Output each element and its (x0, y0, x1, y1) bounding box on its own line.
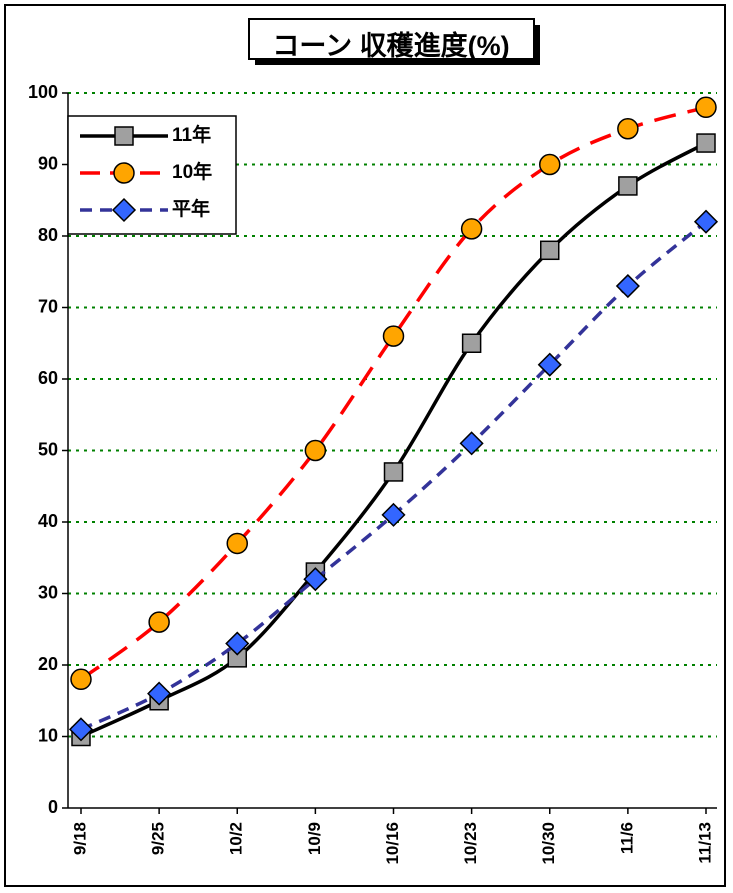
x-tick-label: 10/9 (305, 822, 324, 855)
data-point (540, 240, 560, 261)
y-tick-label: 10 (38, 725, 58, 745)
x-tick-label: 11/6 (617, 822, 636, 854)
x-tick-label: 10/2 (227, 822, 246, 855)
legend-label: 平年 (172, 197, 210, 220)
data-point (226, 532, 248, 555)
x-axis-ticks: 9/18 9/25 10/2 10/9 10/16 10/23 10/30 11/6 11/13 (70, 808, 714, 865)
legend-marker (111, 197, 137, 223)
data-point (615, 273, 640, 299)
y-tick-label: 60 (38, 368, 58, 388)
legend-label: 10年 (172, 160, 212, 183)
x-tick-label: 10/30 (539, 822, 558, 865)
data-point (303, 567, 328, 592)
data-point (537, 352, 562, 377)
series-line (79, 105, 707, 681)
data-point (382, 325, 405, 347)
series-layer (68, 96, 719, 747)
data-point (695, 96, 717, 119)
y-tick-label: 0 (48, 797, 58, 817)
y-tick-label: 80 (38, 225, 58, 245)
data-point (539, 153, 561, 176)
y-axis-ticks: 0 10 20 30 40 50 60 70 80 90 100 (28, 82, 68, 817)
data-point (696, 133, 716, 153)
series-平年 (68, 209, 719, 742)
y-tick-label: 90 (38, 153, 58, 173)
data-point (617, 118, 639, 140)
legend-label: 11年 (172, 123, 211, 146)
chart-title-box: コーン 収穫進度(%) (248, 18, 540, 65)
y-tick-label: 70 (38, 296, 58, 316)
x-tick-label: 10/23 (461, 822, 480, 865)
y-tick-label: 50 (38, 439, 58, 459)
chart-title: コーン 収穫進度(%) (272, 30, 509, 61)
x-tick-label: 10/16 (383, 822, 402, 865)
data-point (147, 681, 172, 706)
data-point (225, 631, 250, 656)
x-tick-label: 9/18 (70, 822, 89, 855)
data-point (148, 611, 170, 633)
data-point (461, 333, 482, 353)
data-point (459, 431, 484, 456)
data-point (70, 668, 92, 691)
data-point (383, 462, 404, 482)
x-tick-label: 11/13 (695, 822, 714, 864)
data-point (68, 717, 94, 742)
data-point (460, 218, 483, 240)
data-point (618, 176, 638, 196)
data-point (304, 439, 327, 462)
y-tick-label: 100 (28, 82, 58, 102)
y-tick-label: 20 (38, 654, 58, 674)
y-tick-label: 40 (38, 511, 58, 531)
legend-marker (113, 162, 135, 184)
legend-marker (114, 126, 134, 146)
data-point (693, 209, 719, 234)
series-10年 (70, 96, 717, 691)
y-tick-label: 30 (38, 582, 58, 602)
x-tick-label: 9/25 (149, 822, 168, 855)
data-point (381, 502, 406, 527)
